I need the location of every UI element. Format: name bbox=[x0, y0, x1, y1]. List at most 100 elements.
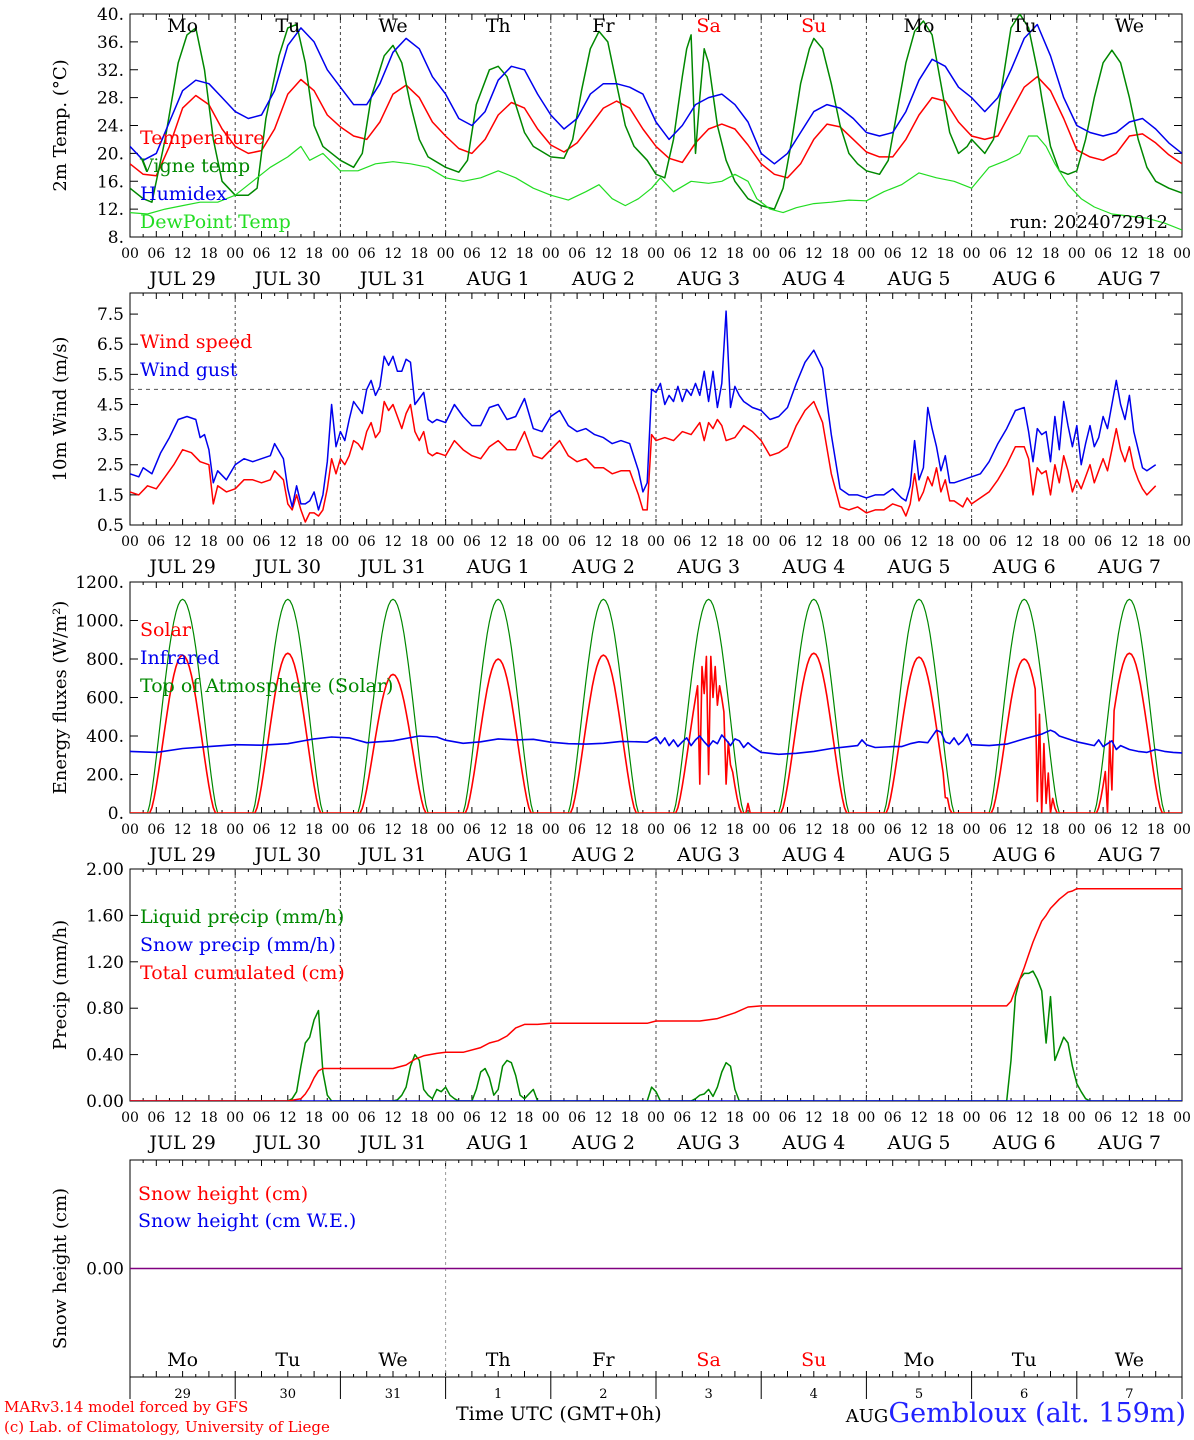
hour-label: 00 bbox=[121, 1110, 139, 1126]
hour-label: 18 bbox=[621, 246, 639, 262]
hour-label: 18 bbox=[410, 1110, 428, 1126]
date-label: JUL 29 bbox=[147, 1132, 215, 1154]
hour-label: 00 bbox=[542, 246, 560, 262]
legend-entry: Humidex bbox=[140, 183, 227, 205]
hour-label: 12 bbox=[1120, 1110, 1138, 1126]
date-label: AUG 1 bbox=[466, 844, 530, 866]
y-axis-title: Energy fluxes (W/m²) bbox=[50, 601, 71, 795]
lab-credit: (c) Lab. of Climatology, University of L… bbox=[4, 1418, 330, 1436]
y-tick-label: 2.00 bbox=[86, 860, 124, 880]
y-tick-label: 0.00 bbox=[86, 1092, 124, 1112]
hour-label: 12 bbox=[174, 246, 192, 262]
y-tick-label: 40. bbox=[97, 5, 124, 25]
hour-label: 18 bbox=[305, 246, 323, 262]
y-tick-label: 0.00 bbox=[86, 1260, 124, 1280]
hour-label: 00 bbox=[963, 822, 981, 838]
hour-label: 12 bbox=[1120, 534, 1138, 550]
hour-label: 06 bbox=[884, 246, 902, 262]
station-name: Gembloux (alt. 159m) bbox=[888, 1398, 1186, 1429]
hour-label: 06 bbox=[779, 534, 797, 550]
hour-label: 06 bbox=[989, 246, 1007, 262]
hour-label: 06 bbox=[358, 822, 376, 838]
solar-line bbox=[130, 652, 1182, 813]
hour-label: 06 bbox=[463, 246, 481, 262]
hour-label: 00 bbox=[857, 822, 875, 838]
hour-label: 06 bbox=[1094, 822, 1112, 838]
date-label: AUG 3 bbox=[676, 1132, 740, 1154]
hour-label: 00 bbox=[647, 1110, 665, 1126]
hour-label: 00 bbox=[752, 1110, 770, 1126]
hour-label: 18 bbox=[200, 822, 218, 838]
hour-label: 00 bbox=[226, 822, 244, 838]
date-label: AUG 3 bbox=[676, 844, 740, 866]
hour-label: 00 bbox=[857, 534, 875, 550]
hour-label: 06 bbox=[147, 822, 165, 838]
hour-label: 12 bbox=[489, 822, 507, 838]
hour-label: 18 bbox=[726, 534, 744, 550]
date-label: AUG 3 bbox=[676, 556, 740, 578]
y-tick-label: 1000. bbox=[75, 612, 124, 632]
date-label: JUL 31 bbox=[358, 1132, 426, 1154]
hour-label: 00 bbox=[752, 246, 770, 262]
hour-label: 00 bbox=[542, 1110, 560, 1126]
hour-label: 06 bbox=[568, 534, 586, 550]
hour-label: 06 bbox=[253, 1110, 271, 1126]
panel-1: 8. 12. 16. 20. 24. 28. 32. 36. 40. 2m Temp. (°C) T… bbox=[50, 5, 1191, 290]
hour-label: 06 bbox=[463, 534, 481, 550]
date-number-label: 29 bbox=[174, 1387, 191, 1402]
date-label: AUG 5 bbox=[886, 1132, 950, 1154]
hour-label: 12 bbox=[910, 1110, 928, 1126]
panel-5: 0.00 Snow height (cm) Snow height (cm) Snow… bbox=[50, 1159, 1183, 1427]
hour-label: 00 bbox=[437, 246, 455, 262]
run-annotation: run: 2024072912 bbox=[1010, 212, 1168, 233]
legend-entry: Snow height (cm W.E.) bbox=[138, 1210, 356, 1232]
model-credit: MARv3.14 model forced by GFS bbox=[4, 1398, 249, 1416]
hour-label: 12 bbox=[700, 534, 718, 550]
legend-entry: Snow precip (mm/h) bbox=[140, 934, 336, 956]
hour-label: 00 bbox=[542, 534, 560, 550]
weekday-label: We bbox=[378, 1349, 407, 1371]
hour-label: 06 bbox=[673, 534, 691, 550]
hour-label: 18 bbox=[1042, 246, 1060, 262]
y-axis-title: 10m Wind (m/s) bbox=[50, 337, 71, 482]
date-label: AUG 5 bbox=[886, 844, 950, 866]
hour-label: 18 bbox=[831, 534, 849, 550]
hour-label: 06 bbox=[463, 822, 481, 838]
hour-label: 00 bbox=[647, 822, 665, 838]
hour-label: 00 bbox=[1173, 246, 1191, 262]
date-label: JUL 29 bbox=[147, 844, 215, 866]
hour-label: 18 bbox=[831, 822, 849, 838]
weekday-label: Mo bbox=[904, 1349, 935, 1371]
hour-label: 18 bbox=[200, 534, 218, 550]
hour-label: 06 bbox=[463, 1110, 481, 1126]
humidex-line bbox=[130, 23, 1182, 165]
hour-label: 06 bbox=[568, 822, 586, 838]
hour-label: 18 bbox=[1042, 534, 1060, 550]
date-label: JUL 30 bbox=[253, 268, 321, 290]
y-tick-label: 6.5 bbox=[97, 335, 124, 355]
y-tick-label: 1200. bbox=[75, 573, 124, 593]
hour-label: 00 bbox=[1173, 534, 1191, 550]
hour-label: 12 bbox=[1120, 822, 1138, 838]
hour-label: 12 bbox=[279, 822, 297, 838]
weekday-label: Th bbox=[486, 15, 511, 37]
y-tick-label: 3.5 bbox=[97, 426, 124, 446]
date-label: AUG 6 bbox=[992, 556, 1056, 578]
hour-label: 06 bbox=[358, 246, 376, 262]
y-axis-title: Snow height (cm) bbox=[50, 1188, 71, 1349]
date-label: AUG 1 bbox=[466, 556, 530, 578]
hour-label: 00 bbox=[1173, 1110, 1191, 1126]
hour-label: 18 bbox=[200, 1110, 218, 1126]
plot-area bbox=[130, 887, 1182, 1101]
y-tick-label: 0.40 bbox=[86, 1046, 124, 1066]
weekday-label: Mo bbox=[167, 15, 198, 37]
toa-solar-line bbox=[130, 598, 1182, 813]
hour-label: 18 bbox=[621, 822, 639, 838]
date-label: AUG 4 bbox=[781, 844, 845, 866]
hour-label: 00 bbox=[121, 246, 139, 262]
weekday-label: Th bbox=[486, 1349, 511, 1371]
date-label: AUG 2 bbox=[571, 556, 635, 578]
temperature-line bbox=[130, 75, 1182, 179]
hour-label: 18 bbox=[1042, 822, 1060, 838]
